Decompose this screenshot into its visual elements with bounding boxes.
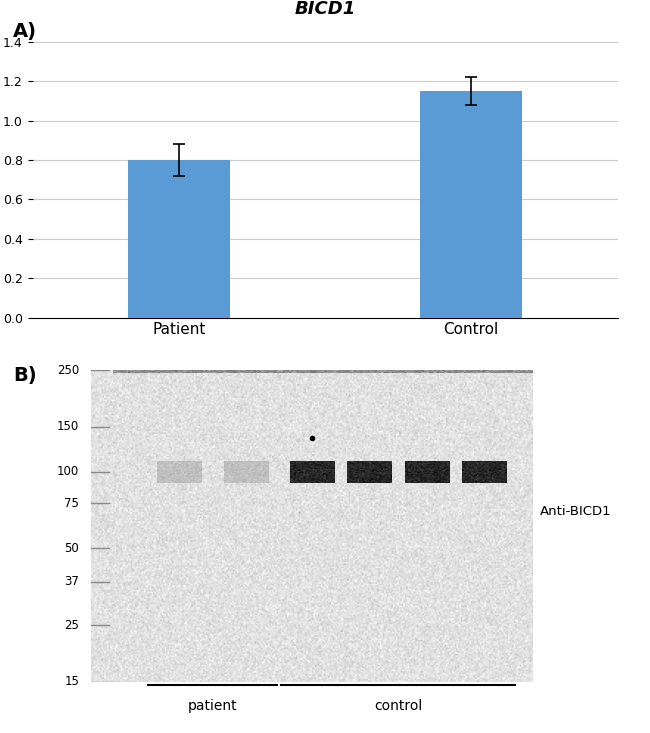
Text: 75: 75 xyxy=(64,497,79,510)
Text: patient: patient xyxy=(188,699,237,712)
Text: control: control xyxy=(374,699,422,712)
Text: 100: 100 xyxy=(57,465,79,478)
Text: 150: 150 xyxy=(57,420,79,433)
Text: Anti-BICD1: Anti-BICD1 xyxy=(540,505,611,517)
Title: BICD1: BICD1 xyxy=(294,0,356,18)
Text: 15: 15 xyxy=(64,675,79,688)
Text: 50: 50 xyxy=(64,542,79,555)
Text: 250: 250 xyxy=(57,364,79,377)
Text: 25: 25 xyxy=(64,619,79,632)
Text: A): A) xyxy=(13,22,37,41)
Bar xyxy=(420,91,523,317)
Text: B): B) xyxy=(13,366,36,386)
Text: 37: 37 xyxy=(64,575,79,588)
Bar xyxy=(127,160,230,317)
